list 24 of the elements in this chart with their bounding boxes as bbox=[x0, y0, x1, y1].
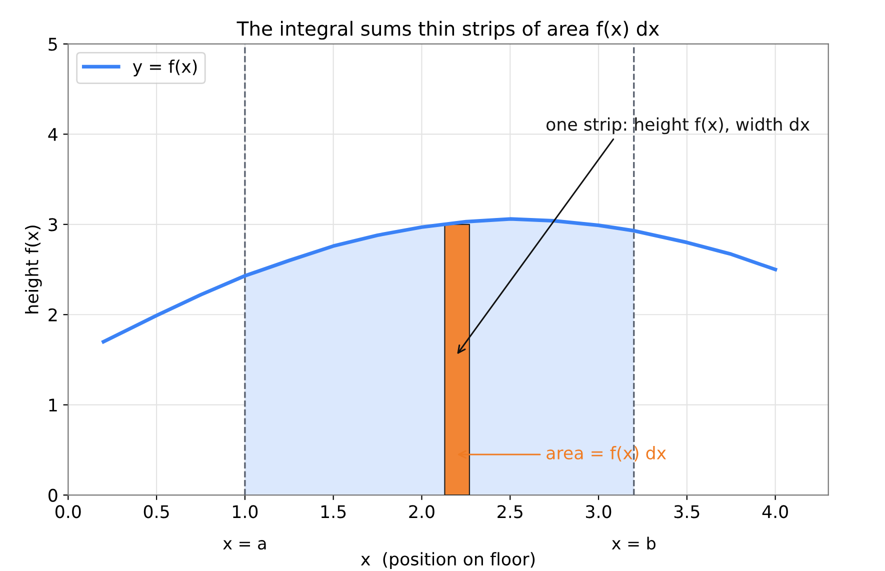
line-series bbox=[102, 217, 778, 344]
x-axis-title: x (position on floor) bbox=[360, 552, 535, 569]
y-tick-label: 5 bbox=[48, 38, 57, 51]
ref-line-label: x = b bbox=[612, 536, 656, 550]
y-tick-label: 4 bbox=[48, 128, 58, 141]
x-tick-label: 2.0 bbox=[409, 505, 434, 518]
annotation: one strip: height f(x), width dx bbox=[546, 117, 810, 134]
x-tick-label: 0.5 bbox=[144, 505, 169, 518]
x-tick-label: 1.5 bbox=[321, 505, 346, 518]
y-tick-label: 2 bbox=[48, 308, 57, 322]
x-tick-label: 1.0 bbox=[233, 505, 258, 518]
y-tick-label: 0 bbox=[48, 488, 58, 502]
x-tick-label: 3.0 bbox=[586, 505, 612, 518]
legend-label: y = f(x) bbox=[132, 60, 197, 76]
y-tick-label: 1 bbox=[49, 398, 57, 412]
chart-title: The integral sums thin strips of area f(x) dx bbox=[236, 20, 660, 40]
y-axis-title: height f(x) bbox=[25, 226, 42, 314]
y-tick-label: 3 bbox=[48, 218, 58, 232]
x-tick-label: 4.0 bbox=[762, 505, 788, 518]
ref-line-label: x = a bbox=[223, 540, 266, 550]
x-tick-label: 0.0 bbox=[55, 505, 81, 518]
x-tick-label: 3.5 bbox=[674, 505, 700, 518]
x-tick-label: 2.5 bbox=[498, 505, 522, 518]
annotation: area = f(x) dx bbox=[546, 446, 666, 462]
